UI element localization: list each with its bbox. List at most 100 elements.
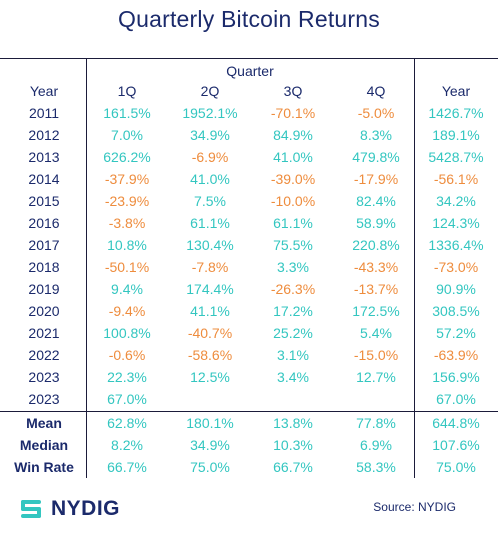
- return-cell: 308.5%: [432, 303, 480, 319]
- return-cell: -39.0%: [270, 171, 316, 187]
- return-cell: 5428.7%: [428, 149, 484, 165]
- row-year: 2018: [28, 259, 60, 275]
- return-cell: 84.9%: [273, 127, 313, 143]
- row-year: 2022: [28, 347, 60, 363]
- return-cell: 3.4%: [277, 369, 309, 385]
- return-cell: 17.2%: [273, 303, 313, 319]
- return-cell: 25.2%: [273, 325, 313, 341]
- summary-cell: 8.2%: [111, 437, 143, 453]
- summary-cell: 75.0%: [190, 459, 230, 475]
- nydig-logo-icon: [21, 500, 41, 518]
- row-year: 2017: [28, 237, 60, 253]
- return-cell: -70.1%: [270, 105, 316, 121]
- return-cell: -0.6%: [108, 347, 146, 363]
- return-cell: 8.3%: [360, 127, 392, 143]
- nydig-logo: NYDIG: [18, 494, 120, 524]
- return-cell: -7.8%: [191, 259, 229, 275]
- table-summary-rule: [0, 411, 498, 412]
- return-cell: -43.3%: [353, 259, 399, 275]
- summary-cell: 13.8%: [273, 415, 313, 431]
- return-cell: 479.8%: [352, 149, 400, 165]
- column-header: 1Q: [117, 83, 137, 99]
- row-year: 2023: [28, 369, 60, 385]
- return-cell: -50.1%: [104, 259, 150, 275]
- return-cell: 1336.4%: [428, 237, 484, 253]
- return-cell: 22.3%: [107, 369, 147, 385]
- return-cell: 3.3%: [277, 259, 309, 275]
- summary-label: Win Rate: [14, 459, 74, 475]
- summary-cell: 75.0%: [436, 459, 476, 475]
- summary-cell: 180.1%: [186, 415, 234, 431]
- page-title: Quarterly Bitcoin Returns: [118, 6, 380, 32]
- return-cell: -37.9%: [104, 171, 150, 187]
- return-cell: [168, 388, 252, 410]
- return-cell: 34.2%: [436, 193, 476, 209]
- return-cell: 90.9%: [436, 281, 476, 297]
- summary-cell: 6.9%: [360, 437, 392, 453]
- return-cell: -23.9%: [104, 193, 150, 209]
- row-year: 2016: [28, 215, 60, 231]
- return-cell: 61.1%: [273, 215, 313, 231]
- return-cell: 82.4%: [356, 193, 396, 209]
- return-cell: 34.9%: [190, 127, 230, 143]
- summary-cell: 62.8%: [107, 415, 147, 431]
- return-cell: 41.1%: [190, 303, 230, 319]
- return-cell: -58.6%: [187, 347, 233, 363]
- summary-label: Median: [19, 437, 69, 453]
- summary-cell: 66.7%: [273, 459, 313, 475]
- summary-cell: 644.8%: [432, 415, 480, 431]
- return-cell: 12.5%: [190, 369, 230, 385]
- row-year: 2015: [28, 193, 60, 209]
- return-cell: -63.9%: [433, 347, 479, 363]
- table-divider-left: [86, 58, 87, 478]
- row-year: 2019: [28, 281, 60, 297]
- column-header: 2Q: [200, 83, 220, 99]
- return-cell: 156.9%: [432, 369, 480, 385]
- return-cell: 12.7%: [356, 369, 396, 385]
- logo-text: NYDIG: [51, 497, 121, 520]
- column-header: Year: [441, 83, 471, 99]
- row-year: 2023: [28, 391, 60, 407]
- return-cell: 3.1%: [277, 347, 309, 363]
- summary-cell: 66.7%: [107, 459, 147, 475]
- row-year: 2014: [28, 171, 60, 187]
- return-cell: 67.0%: [107, 391, 147, 407]
- return-cell: 41.0%: [190, 171, 230, 187]
- source-note: Source: NYDIG: [373, 500, 456, 514]
- return-cell: -17.9%: [353, 171, 399, 187]
- return-cell: -56.1%: [433, 171, 479, 187]
- return-cell: 41.0%: [273, 149, 313, 165]
- return-cell: 1426.7%: [428, 105, 484, 121]
- summary-label: Mean: [26, 415, 62, 431]
- summary-cell: 34.9%: [190, 437, 230, 453]
- quarter-group-header: Quarter: [226, 63, 274, 79]
- return-cell: 172.5%: [352, 303, 400, 319]
- return-cell: -5.0%: [357, 105, 395, 121]
- row-year: 2020: [28, 303, 60, 319]
- return-cell: 161.5%: [103, 105, 151, 121]
- row-year: 2013: [28, 149, 60, 165]
- column-header: 3Q: [283, 83, 303, 99]
- return-cell: 130.4%: [186, 237, 234, 253]
- return-cell: 7.0%: [111, 127, 143, 143]
- return-cell: -40.7%: [187, 325, 233, 341]
- return-cell: -3.8%: [108, 215, 146, 231]
- table-top-rule: [0, 58, 498, 59]
- return-cell: 57.2%: [436, 325, 476, 341]
- return-cell: -73.0%: [433, 259, 479, 275]
- return-cell: 10.8%: [107, 237, 147, 253]
- summary-cell: 10.3%: [273, 437, 313, 453]
- return-cell: -26.3%: [270, 281, 316, 297]
- return-cell: 7.5%: [194, 193, 226, 209]
- return-cell: 174.4%: [186, 281, 234, 297]
- return-cell: 1952.1%: [182, 105, 238, 121]
- return-cell: 626.2%: [103, 149, 151, 165]
- row-year: 2011: [28, 105, 60, 121]
- return-cell: -6.9%: [191, 149, 229, 165]
- return-cell: 220.8%: [352, 237, 400, 253]
- row-year: 2021: [28, 325, 60, 341]
- return-cell: 61.1%: [190, 215, 230, 231]
- return-cell: 5.4%: [360, 325, 392, 341]
- returns-table: Quarter Year 1Q 2Q 3Q 4Q Year 2011 161.5% 1952.1%…: [0, 58, 498, 478]
- return-cell: [251, 388, 335, 410]
